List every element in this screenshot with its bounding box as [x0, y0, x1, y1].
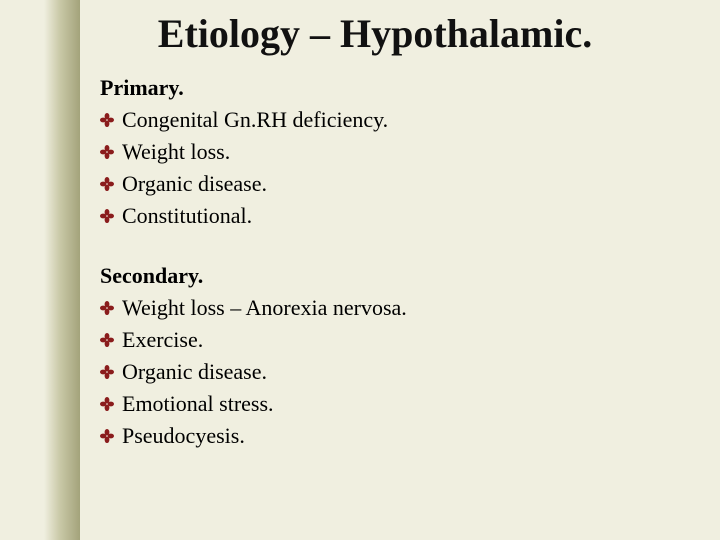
flower-bullet-icon	[100, 365, 118, 379]
bullet-text: Congenital Gn.RH deficiency.	[122, 107, 388, 133]
flower-bullet-icon	[100, 113, 118, 127]
bullet-text: Emotional stress.	[122, 391, 274, 417]
list-item: Weight loss – Anorexia nervosa.	[100, 295, 690, 321]
list-item: Exercise.	[100, 327, 690, 353]
list-item: Weight loss.	[100, 139, 690, 165]
flower-bullet-icon	[100, 333, 118, 347]
flower-bullet-icon	[100, 397, 118, 411]
list-item: Organic disease.	[100, 359, 690, 385]
flower-bullet-icon	[100, 301, 118, 315]
list-item: Organic disease.	[100, 171, 690, 197]
bullet-text: Organic disease.	[122, 359, 267, 385]
list-item: Pseudocyesis.	[100, 423, 690, 449]
slide-title: Etiology – Hypothalamic.	[100, 10, 690, 57]
list-item: Congenital Gn.RH deficiency.	[100, 107, 690, 133]
flower-bullet-icon	[100, 429, 118, 443]
list-item: Constitutional.	[100, 203, 690, 229]
bullet-text: Pseudocyesis.	[122, 423, 245, 449]
flower-bullet-icon	[100, 145, 118, 159]
section-heading-secondary: Secondary.	[100, 263, 690, 289]
bullet-text: Constitutional.	[122, 203, 252, 229]
section-gap	[100, 235, 690, 263]
slide: Etiology – Hypothalamic. Primary. Congen…	[0, 0, 720, 540]
bullet-text: Weight loss – Anorexia nervosa.	[122, 295, 407, 321]
flower-bullet-icon	[100, 177, 118, 191]
flower-bullet-icon	[100, 209, 118, 223]
list-item: Emotional stress.	[100, 391, 690, 417]
bullet-text: Organic disease.	[122, 171, 267, 197]
bullet-text: Weight loss.	[122, 139, 230, 165]
section-heading-primary: Primary.	[100, 75, 690, 101]
bullet-text: Exercise.	[122, 327, 203, 353]
